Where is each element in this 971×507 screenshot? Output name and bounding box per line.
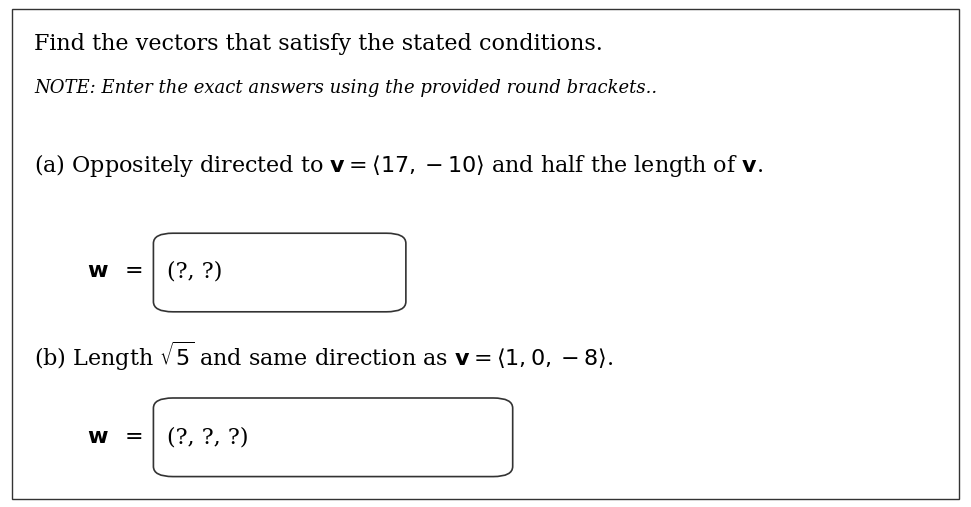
Text: (b) Length $\sqrt{5}$ and same direction as $\mathbf{v} = \langle 1, 0, -8 \rang: (b) Length $\sqrt{5}$ and same direction… [34, 340, 613, 373]
FancyBboxPatch shape [12, 9, 959, 499]
Text: (a) Oppositely directed to $\mathbf{v} = \langle 17, -10 \rangle$ and half the l: (a) Oppositely directed to $\mathbf{v} =… [34, 152, 763, 179]
Text: =: = [124, 260, 143, 282]
FancyBboxPatch shape [153, 398, 513, 477]
FancyBboxPatch shape [153, 233, 406, 312]
Text: (?, ?, ?): (?, ?, ?) [167, 426, 249, 448]
Text: NOTE: Enter the exact answers using the provided round brackets..: NOTE: Enter the exact answers using the … [34, 79, 657, 97]
Text: =: = [124, 426, 143, 448]
Text: $\mathbf{w}$: $\mathbf{w}$ [87, 260, 109, 282]
Text: (?, ?): (?, ?) [167, 260, 222, 282]
Text: Find the vectors that satisfy the stated conditions.: Find the vectors that satisfy the stated… [34, 33, 603, 55]
Text: $\mathbf{w}$: $\mathbf{w}$ [87, 426, 109, 448]
